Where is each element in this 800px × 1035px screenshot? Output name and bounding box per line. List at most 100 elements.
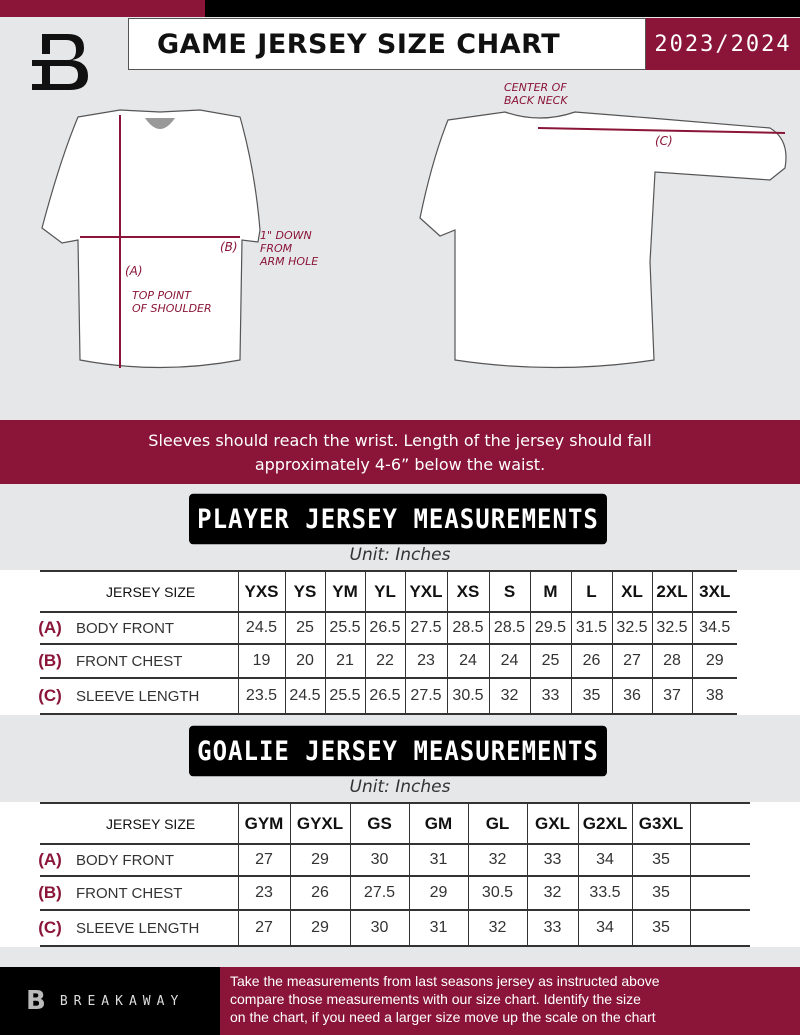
table-cell bbox=[689, 876, 750, 911]
size-header: G3XL bbox=[631, 803, 690, 845]
table-cell: 31 bbox=[408, 844, 468, 877]
row-code: (C) bbox=[38, 918, 62, 937]
table-cell: 25.5 bbox=[324, 678, 365, 715]
table-cell: 23.5 bbox=[237, 678, 285, 715]
table-cell: 29 bbox=[289, 844, 350, 877]
size-header: 2XL bbox=[651, 571, 692, 613]
table-cell bbox=[689, 844, 750, 877]
footer-line-3: on the chart, if you need a larger size … bbox=[230, 1009, 656, 1025]
label-b: (B) bbox=[220, 240, 238, 254]
footer-brand: B BREAKAWAY bbox=[0, 967, 220, 1035]
table-cell: 21 bbox=[324, 644, 365, 679]
row-label: (B) FRONT CHEST bbox=[38, 644, 238, 679]
table-header-row: JERSEY SIZE GYM GYXL GS GM GL GXL G2XL G3XL bbox=[40, 803, 750, 845]
brand-name: BREAKAWAY bbox=[59, 993, 185, 1009]
table-cell: 24 bbox=[488, 644, 530, 679]
table-cell: 34.5 bbox=[691, 612, 737, 645]
table-row: (C) SLEEVE LENGTH 27 29 30 31 32 33 34 35 bbox=[38, 910, 750, 947]
table-cell: 32 bbox=[488, 678, 530, 715]
size-header: GM bbox=[408, 803, 468, 845]
front-jersey bbox=[41, 109, 261, 369]
table-cell: 24.5 bbox=[284, 678, 325, 715]
label-a: (A) bbox=[125, 264, 143, 278]
table-cell: 33 bbox=[529, 678, 571, 715]
row-label: (C) SLEEVE LENGTH bbox=[38, 678, 238, 715]
table-row: (A) BODY FRONT 27 29 30 31 32 33 34 35 bbox=[38, 844, 750, 877]
size-header: GXL bbox=[526, 803, 578, 845]
band-line-1: Sleeves should reach the wrist. Length o… bbox=[148, 431, 652, 450]
table-cell: 33 bbox=[526, 844, 578, 877]
jersey-size-header: JERSEY SIZE bbox=[40, 803, 238, 845]
table-cell: 19 bbox=[237, 644, 285, 679]
table-cell: 28.5 bbox=[446, 612, 489, 645]
size-header: XL bbox=[611, 571, 652, 613]
table-cell: 28.5 bbox=[488, 612, 530, 645]
jersey-diagram bbox=[41, 109, 787, 369]
table-row: (A) BODY FRONT 24.5 25 25.5 26.5 27.5 28.5 28.5 2… bbox=[38, 612, 737, 645]
size-header: S bbox=[488, 571, 530, 613]
band-line-2: approximately 4-6” below the waist. bbox=[254, 455, 546, 474]
player-section-title: PLAYER JERSEY MEASUREMENTS bbox=[189, 493, 607, 545]
row-label: (A) BODY FRONT bbox=[38, 612, 238, 645]
top-accent-bar bbox=[0, 0, 205, 17]
table-cell: 32 bbox=[467, 844, 527, 877]
size-header: YM bbox=[324, 571, 365, 613]
table-cell: 34 bbox=[577, 910, 632, 947]
size-header bbox=[689, 803, 750, 845]
table-cell: 31 bbox=[408, 910, 468, 947]
size-header: YXL bbox=[404, 571, 447, 613]
goalie-unit: Unit: Inches bbox=[349, 777, 451, 797]
label-c: (C) bbox=[655, 134, 673, 148]
table-cell: 35 bbox=[631, 910, 690, 947]
size-header: YL bbox=[364, 571, 405, 613]
table-cell: 27 bbox=[237, 910, 290, 947]
table-cell: 37 bbox=[651, 678, 692, 715]
instruction-band: Sleeves should reach the wrist. Length o… bbox=[0, 420, 800, 484]
note-center-back-neck-1: CENTER OF bbox=[504, 81, 567, 94]
table-cell: 29.5 bbox=[529, 612, 571, 645]
row-code: (A) bbox=[38, 618, 62, 637]
footer-line-2: compare those measurements with our size… bbox=[230, 991, 641, 1007]
row-name: BODY FRONT bbox=[76, 852, 175, 869]
size-header: GL bbox=[467, 803, 527, 845]
row-code: (A) bbox=[38, 850, 62, 869]
row-name: BODY FRONT bbox=[76, 620, 175, 637]
breakaway-logo bbox=[32, 34, 88, 90]
table-cell: 26.5 bbox=[364, 678, 405, 715]
table-row: (C) SLEEVE LENGTH 23.5 24.5 25.5 26.5 27.5 30.5… bbox=[38, 678, 737, 715]
table-cell: 28 bbox=[651, 644, 692, 679]
table-cell: 35 bbox=[570, 678, 612, 715]
table-cell: 30.5 bbox=[467, 876, 527, 911]
row-code: (B) bbox=[38, 651, 62, 670]
table-cell: 30.5 bbox=[446, 678, 489, 715]
table-cell: 22 bbox=[364, 644, 405, 679]
goalie-size-table: JERSEY SIZE GYM GYXL GS GM GL GXL G2XL G3XL (A) BO… bbox=[38, 802, 750, 947]
table-cell: 24 bbox=[446, 644, 489, 679]
row-code: (B) bbox=[38, 883, 62, 902]
table-cell: 27.5 bbox=[349, 876, 409, 911]
table-cell: 23 bbox=[237, 876, 290, 911]
table-cell: 30 bbox=[349, 910, 409, 947]
table-cell: 26 bbox=[289, 876, 350, 911]
table-row: (B) FRONT CHEST 19 20 21 22 23 24 24 25 26 27 28 29 bbox=[38, 644, 737, 679]
table-cell: 34 bbox=[577, 844, 632, 877]
goalie-section-title: GOALIE JERSEY MEASUREMENTS bbox=[189, 725, 607, 777]
jersey-size-header: JERSEY SIZE bbox=[40, 571, 238, 613]
row-code: (C) bbox=[38, 686, 62, 705]
table-row: (B) FRONT CHEST 23 26 27.5 29 30.5 32 33.5 35 bbox=[38, 876, 750, 911]
table-cell: 32.5 bbox=[611, 612, 652, 645]
table-cell: 32 bbox=[526, 876, 578, 911]
table-cell: 29 bbox=[691, 644, 737, 679]
size-header: GYXL bbox=[289, 803, 350, 845]
table-cell: 36 bbox=[611, 678, 652, 715]
table-cell: 32.5 bbox=[651, 612, 692, 645]
size-header: 3XL bbox=[691, 571, 737, 613]
size-header: G2XL bbox=[577, 803, 632, 845]
table-cell: 26 bbox=[570, 644, 612, 679]
page-title: GAME JERSEY SIZE CHART bbox=[128, 18, 646, 70]
note-shoulder-2: OF SHOULDER bbox=[132, 302, 212, 315]
row-name: SLEEVE LENGTH bbox=[76, 688, 200, 705]
table-header-row: JERSEY SIZE YXS YS YM YL YXL XS S M L XL 2XL 3XL bbox=[40, 571, 737, 613]
table-cell: 20 bbox=[284, 644, 325, 679]
size-header: M bbox=[529, 571, 571, 613]
